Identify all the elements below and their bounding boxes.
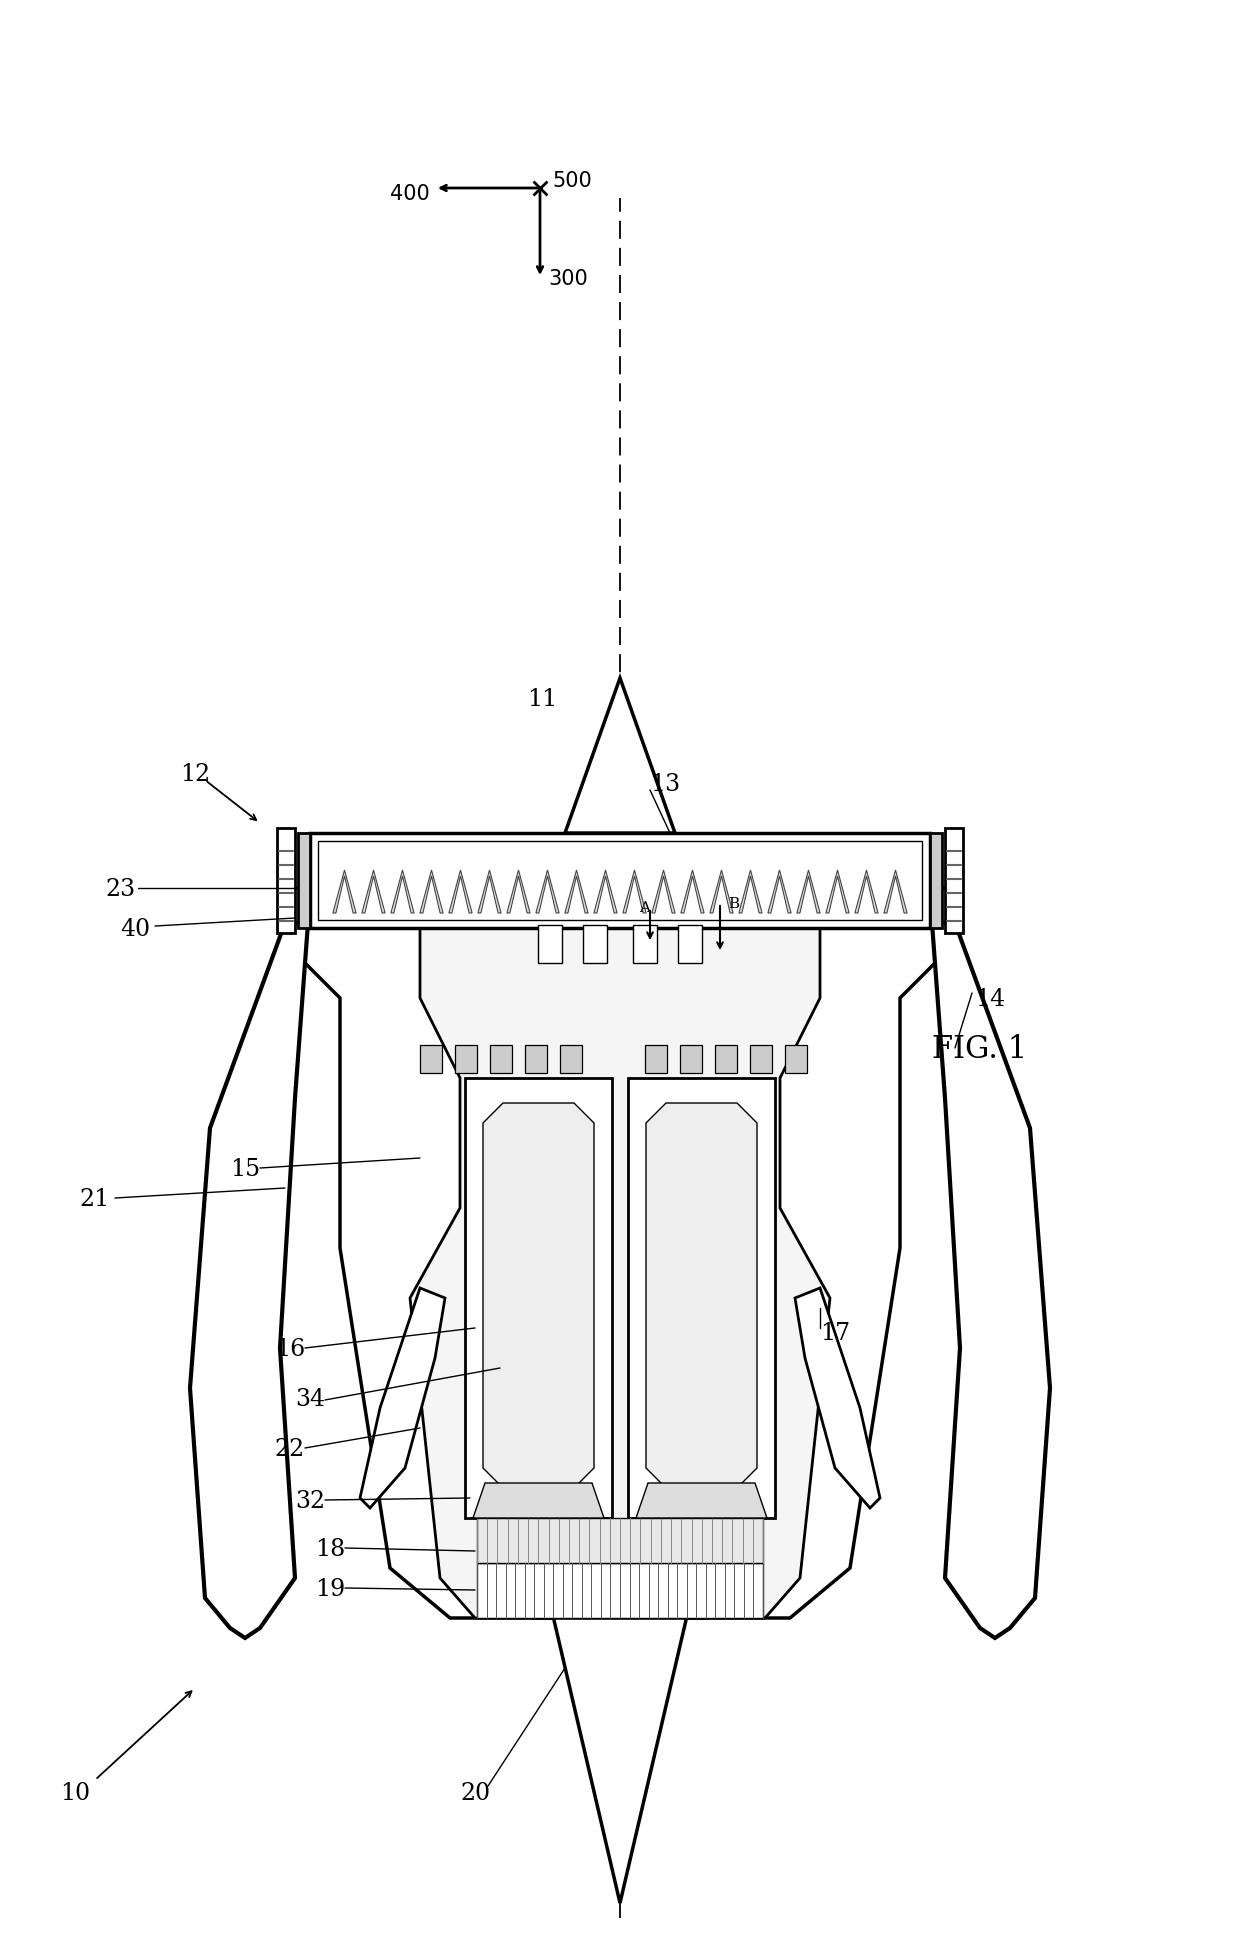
Polygon shape [332,871,356,914]
Bar [945,828,963,933]
Text: 15: 15 [229,1157,260,1180]
Bar [750,1046,773,1073]
Text: 16: 16 [275,1336,305,1360]
Polygon shape [646,1103,756,1488]
Polygon shape [507,871,531,914]
Polygon shape [360,1288,445,1508]
Polygon shape [594,871,618,914]
Text: 40: 40 [120,918,150,941]
Bar [465,1079,613,1517]
Polygon shape [884,871,908,914]
Text: 23: 23 [105,877,135,900]
Polygon shape [484,1103,594,1488]
Bar [455,1046,477,1073]
Polygon shape [472,1482,604,1517]
Polygon shape [477,871,501,914]
Bar [317,842,923,921]
Text: 10: 10 [60,1782,91,1804]
Bar [645,1046,667,1073]
Polygon shape [622,871,646,914]
Polygon shape [854,871,878,914]
Bar [560,1046,582,1073]
Text: 19: 19 [315,1576,345,1599]
Text: 12: 12 [180,762,210,785]
Polygon shape [190,923,308,1638]
Text: 400: 400 [391,183,430,205]
Text: 34: 34 [295,1387,325,1410]
Bar [298,834,310,929]
Polygon shape [795,1288,880,1508]
Text: FIG. 1: FIG. 1 [932,1032,1028,1064]
Polygon shape [290,888,950,1619]
Bar [678,925,702,964]
Bar [785,1046,807,1073]
Text: 11: 11 [527,688,557,711]
Bar [715,1046,737,1073]
Bar [277,828,295,933]
Bar [420,1046,441,1073]
Polygon shape [652,871,675,914]
Text: 14: 14 [975,988,1006,1009]
Bar [627,1079,775,1517]
Polygon shape [797,871,820,914]
Polygon shape [420,871,443,914]
Bar [538,925,562,964]
Bar [477,1517,763,1562]
Bar [930,834,942,929]
Bar [490,1046,512,1073]
Polygon shape [709,871,733,914]
Polygon shape [681,871,704,914]
Text: 300: 300 [548,269,588,288]
Bar [583,925,608,964]
Text: 20: 20 [460,1782,490,1804]
Polygon shape [768,871,791,914]
Polygon shape [362,871,386,914]
Polygon shape [534,1603,706,1903]
Polygon shape [739,871,763,914]
Polygon shape [536,871,559,914]
Text: 18: 18 [315,1537,345,1560]
Bar [477,1562,763,1619]
Polygon shape [410,929,830,1619]
Polygon shape [826,871,849,914]
Text: 13: 13 [650,771,680,795]
Text: 22: 22 [275,1438,305,1459]
Bar [310,834,930,929]
Text: 17: 17 [820,1323,851,1344]
Polygon shape [391,871,414,914]
Polygon shape [636,1482,768,1517]
Polygon shape [565,871,588,914]
Polygon shape [449,871,472,914]
Bar [680,1046,702,1073]
Text: 21: 21 [79,1186,110,1210]
Bar [525,1046,547,1073]
Polygon shape [565,678,675,834]
Text: B: B [728,896,739,910]
Text: A: A [640,900,651,914]
Text: 500: 500 [552,171,591,191]
Text: 32: 32 [295,1488,325,1512]
Polygon shape [932,923,1050,1638]
Bar [632,925,657,964]
